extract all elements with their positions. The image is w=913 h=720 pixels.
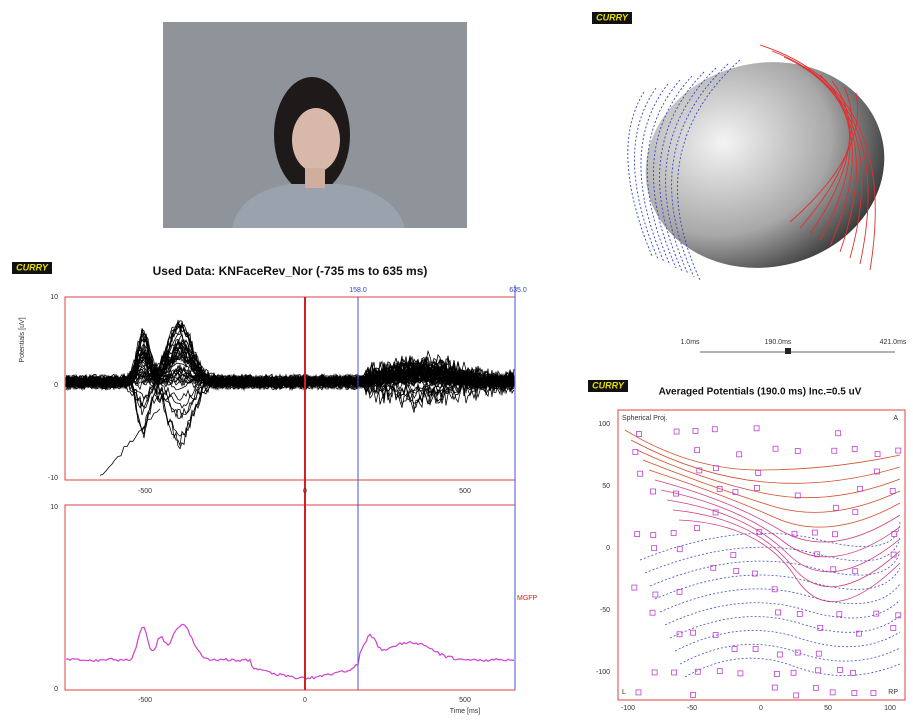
y-axis-label: Potentials [uV] [19,317,26,362]
butterfly-plot [65,285,515,690]
y-tick-label: 0 [606,545,610,552]
x-tick-label: 0 [303,697,307,704]
x-tick-label: -500 [138,488,152,495]
projection-label: Spherical Proj. [622,415,668,422]
y-tick-label: 10 [50,504,58,511]
figure: CURRY Used Data: KNFaceRev_Nor (-735 ms … [0,0,913,720]
corner-label: L [622,689,626,696]
x-tick-label: -100 [621,705,635,712]
slider-label: 421.0ms [880,339,907,346]
y-tick-label: -10 [48,475,58,482]
slider-label: 190.0ms [765,339,792,346]
logo: CURRY [596,12,629,22]
y-tick-label: -50 [600,607,610,614]
logo: CURRY [16,262,49,272]
video-frame [163,22,467,228]
y-tick-label: 0 [54,382,58,389]
x-tick-label: -500 [138,697,152,704]
y-tick-label: 10 [50,294,58,301]
y-tick-label: 50 [602,483,610,490]
x-tick-label: 50 [824,705,832,712]
map-title: Averaged Potentials (190.0 ms) Inc.=0.5 … [659,387,862,398]
x-tick-label: 100 [884,705,896,712]
x-axis-label: Time [ms] [450,708,481,715]
drift-trace [100,409,160,476]
corner-label: A [893,415,898,422]
time-slider [700,348,895,354]
y-tick-label: -100 [596,669,610,676]
slider-label: 1.0ms [680,339,700,346]
corner-label: RP [888,689,898,696]
plot-frame [65,505,515,690]
y-tick-label: 100 [598,421,610,428]
trace-label: MGFP [517,595,538,602]
x-tick-label: -50 [687,705,697,712]
logo: CURRY [592,380,625,390]
x-tick-label: 500 [459,697,471,704]
x-tick-label: 500 [459,488,471,495]
y-tick-label: 0 [54,686,58,693]
gfp-trace [66,624,514,679]
x-tick-label: 0 [759,705,763,712]
topo-map [618,410,905,700]
x-tick-label: 0 [303,488,307,495]
cursor-label: 158.0 [349,287,367,294]
head-model [626,40,903,289]
plot-title: Used Data: KNFaceRev_Nor (-735 ms to 635… [153,264,428,278]
cursor-label: 635.0 [509,287,527,294]
